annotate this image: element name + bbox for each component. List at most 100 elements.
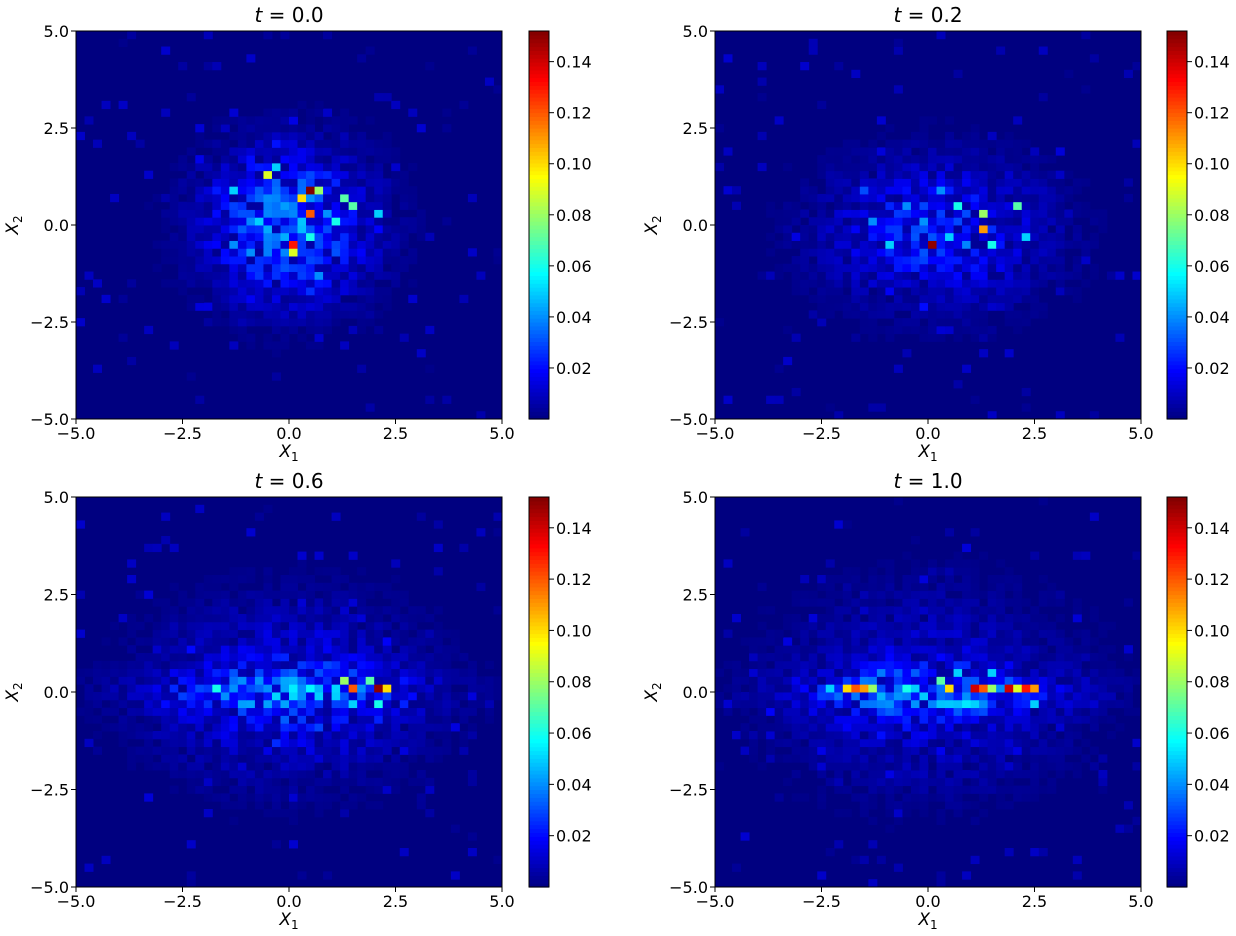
heatmap-cell [365, 178, 375, 187]
heatmap-cell [825, 699, 835, 709]
heatmap-cell [127, 676, 137, 685]
heatmap-cell [195, 606, 205, 615]
heatmap-cell [979, 186, 989, 195]
colorbar-step [529, 766, 549, 771]
heatmap-cell [442, 699, 452, 709]
heatmap-cell [928, 668, 937, 677]
heatmap-cell [289, 279, 298, 288]
heatmap-cell [859, 660, 869, 670]
heatmap-cell [93, 676, 103, 685]
heatmap-cell [93, 746, 103, 755]
heatmap-cell [374, 248, 384, 257]
heatmap-cell [467, 660, 477, 670]
heatmap-cell [297, 676, 307, 685]
heatmap-cell [314, 225, 324, 234]
heatmap-cell [263, 590, 273, 599]
heatmap-cell [493, 248, 503, 257]
heatmap-cell [970, 770, 980, 779]
heatmap-cell [1021, 155, 1031, 164]
heatmap-cell [297, 333, 307, 342]
colorbar-step [529, 684, 549, 689]
heatmap-cell [348, 139, 358, 148]
heatmap-cell [987, 193, 997, 203]
heatmap-cell [212, 248, 222, 257]
heatmap-cell [928, 318, 937, 327]
heatmap-cell [357, 738, 367, 748]
heatmap-cell [229, 582, 239, 592]
heatmap-cell [1089, 762, 1099, 771]
heatmap-cell [808, 746, 818, 755]
heatmap-cell [220, 754, 230, 763]
heatmap-cell [237, 302, 247, 311]
heatmap-cell [314, 310, 324, 319]
heatmap-cell [314, 614, 324, 623]
heatmap-cell [910, 660, 920, 670]
x-tick-label: −2.5 [802, 424, 841, 443]
heatmap-cell [340, 785, 350, 794]
colorbar-step [529, 606, 549, 611]
heatmap-cell [195, 731, 205, 740]
heatmap-cell [800, 668, 810, 677]
heatmap-cell [1038, 692, 1048, 701]
heatmap-cell [766, 731, 776, 740]
heatmap-cell [1055, 240, 1065, 249]
heatmap-cell [365, 621, 375, 631]
heatmap-cell [203, 707, 213, 716]
heatmap-cell [161, 653, 171, 662]
heatmap-cell [246, 629, 256, 638]
heatmap-cell [1013, 256, 1023, 265]
heatmap-cell [791, 676, 801, 685]
heatmap-cell [271, 248, 281, 257]
heatmap-cell [953, 147, 963, 156]
heatmap-cell [399, 770, 409, 779]
heatmap-cell [374, 606, 384, 615]
heatmap-cell [263, 606, 273, 615]
heatmap-cell [1072, 551, 1082, 560]
heatmap-cell [365, 209, 375, 218]
heatmap-cell [800, 209, 810, 218]
heatmap-cell [220, 606, 230, 615]
heatmap-cell [945, 263, 955, 273]
heatmap-cell [186, 762, 196, 771]
heatmap-cell [254, 653, 264, 662]
colorbar-step [1167, 407, 1187, 412]
heatmap-cell [919, 294, 929, 304]
colorbar-step [529, 112, 549, 117]
heatmap-cell [1098, 621, 1108, 631]
colorbar-step [529, 504, 549, 510]
heatmap-cell [885, 162, 895, 172]
colorbar-step [529, 879, 549, 884]
heatmap-cell [723, 186, 733, 195]
heatmap-cell [237, 193, 247, 203]
heatmap-cell [808, 294, 818, 304]
heatmap-cell [910, 645, 920, 654]
heatmap-cell [323, 723, 333, 732]
heatmap-cell [289, 302, 298, 311]
heatmap-cell [825, 248, 835, 257]
heatmap-cell [825, 287, 835, 296]
heatmap-cell [834, 754, 844, 763]
heatmap-cell [144, 684, 154, 693]
heatmap-cell [1021, 653, 1031, 662]
colorbar-frame [1166, 496, 1188, 888]
heatmap-cell [800, 225, 810, 234]
heatmap-cell [783, 217, 793, 226]
heatmap-cell [842, 310, 852, 319]
heatmap-cell [723, 54, 733, 63]
heatmap-cell [306, 170, 316, 179]
colorbar-step [529, 287, 549, 292]
heatmap-cell [834, 840, 844, 849]
heatmap-cell [314, 684, 324, 693]
heatmap-cell [979, 715, 989, 724]
heatmap-cell [1055, 256, 1065, 265]
colorbar-step [1167, 879, 1187, 884]
heatmap-cell [996, 155, 1006, 164]
heatmap-cell [280, 256, 290, 265]
heatmap-cell [178, 668, 188, 677]
heatmap-cell [1072, 731, 1082, 740]
heatmap-cell [987, 256, 997, 265]
heatmap-cell [1021, 614, 1031, 623]
heatmap-cell [919, 162, 929, 172]
heatmap-cell [996, 271, 1006, 280]
heatmap-cell [357, 590, 367, 599]
